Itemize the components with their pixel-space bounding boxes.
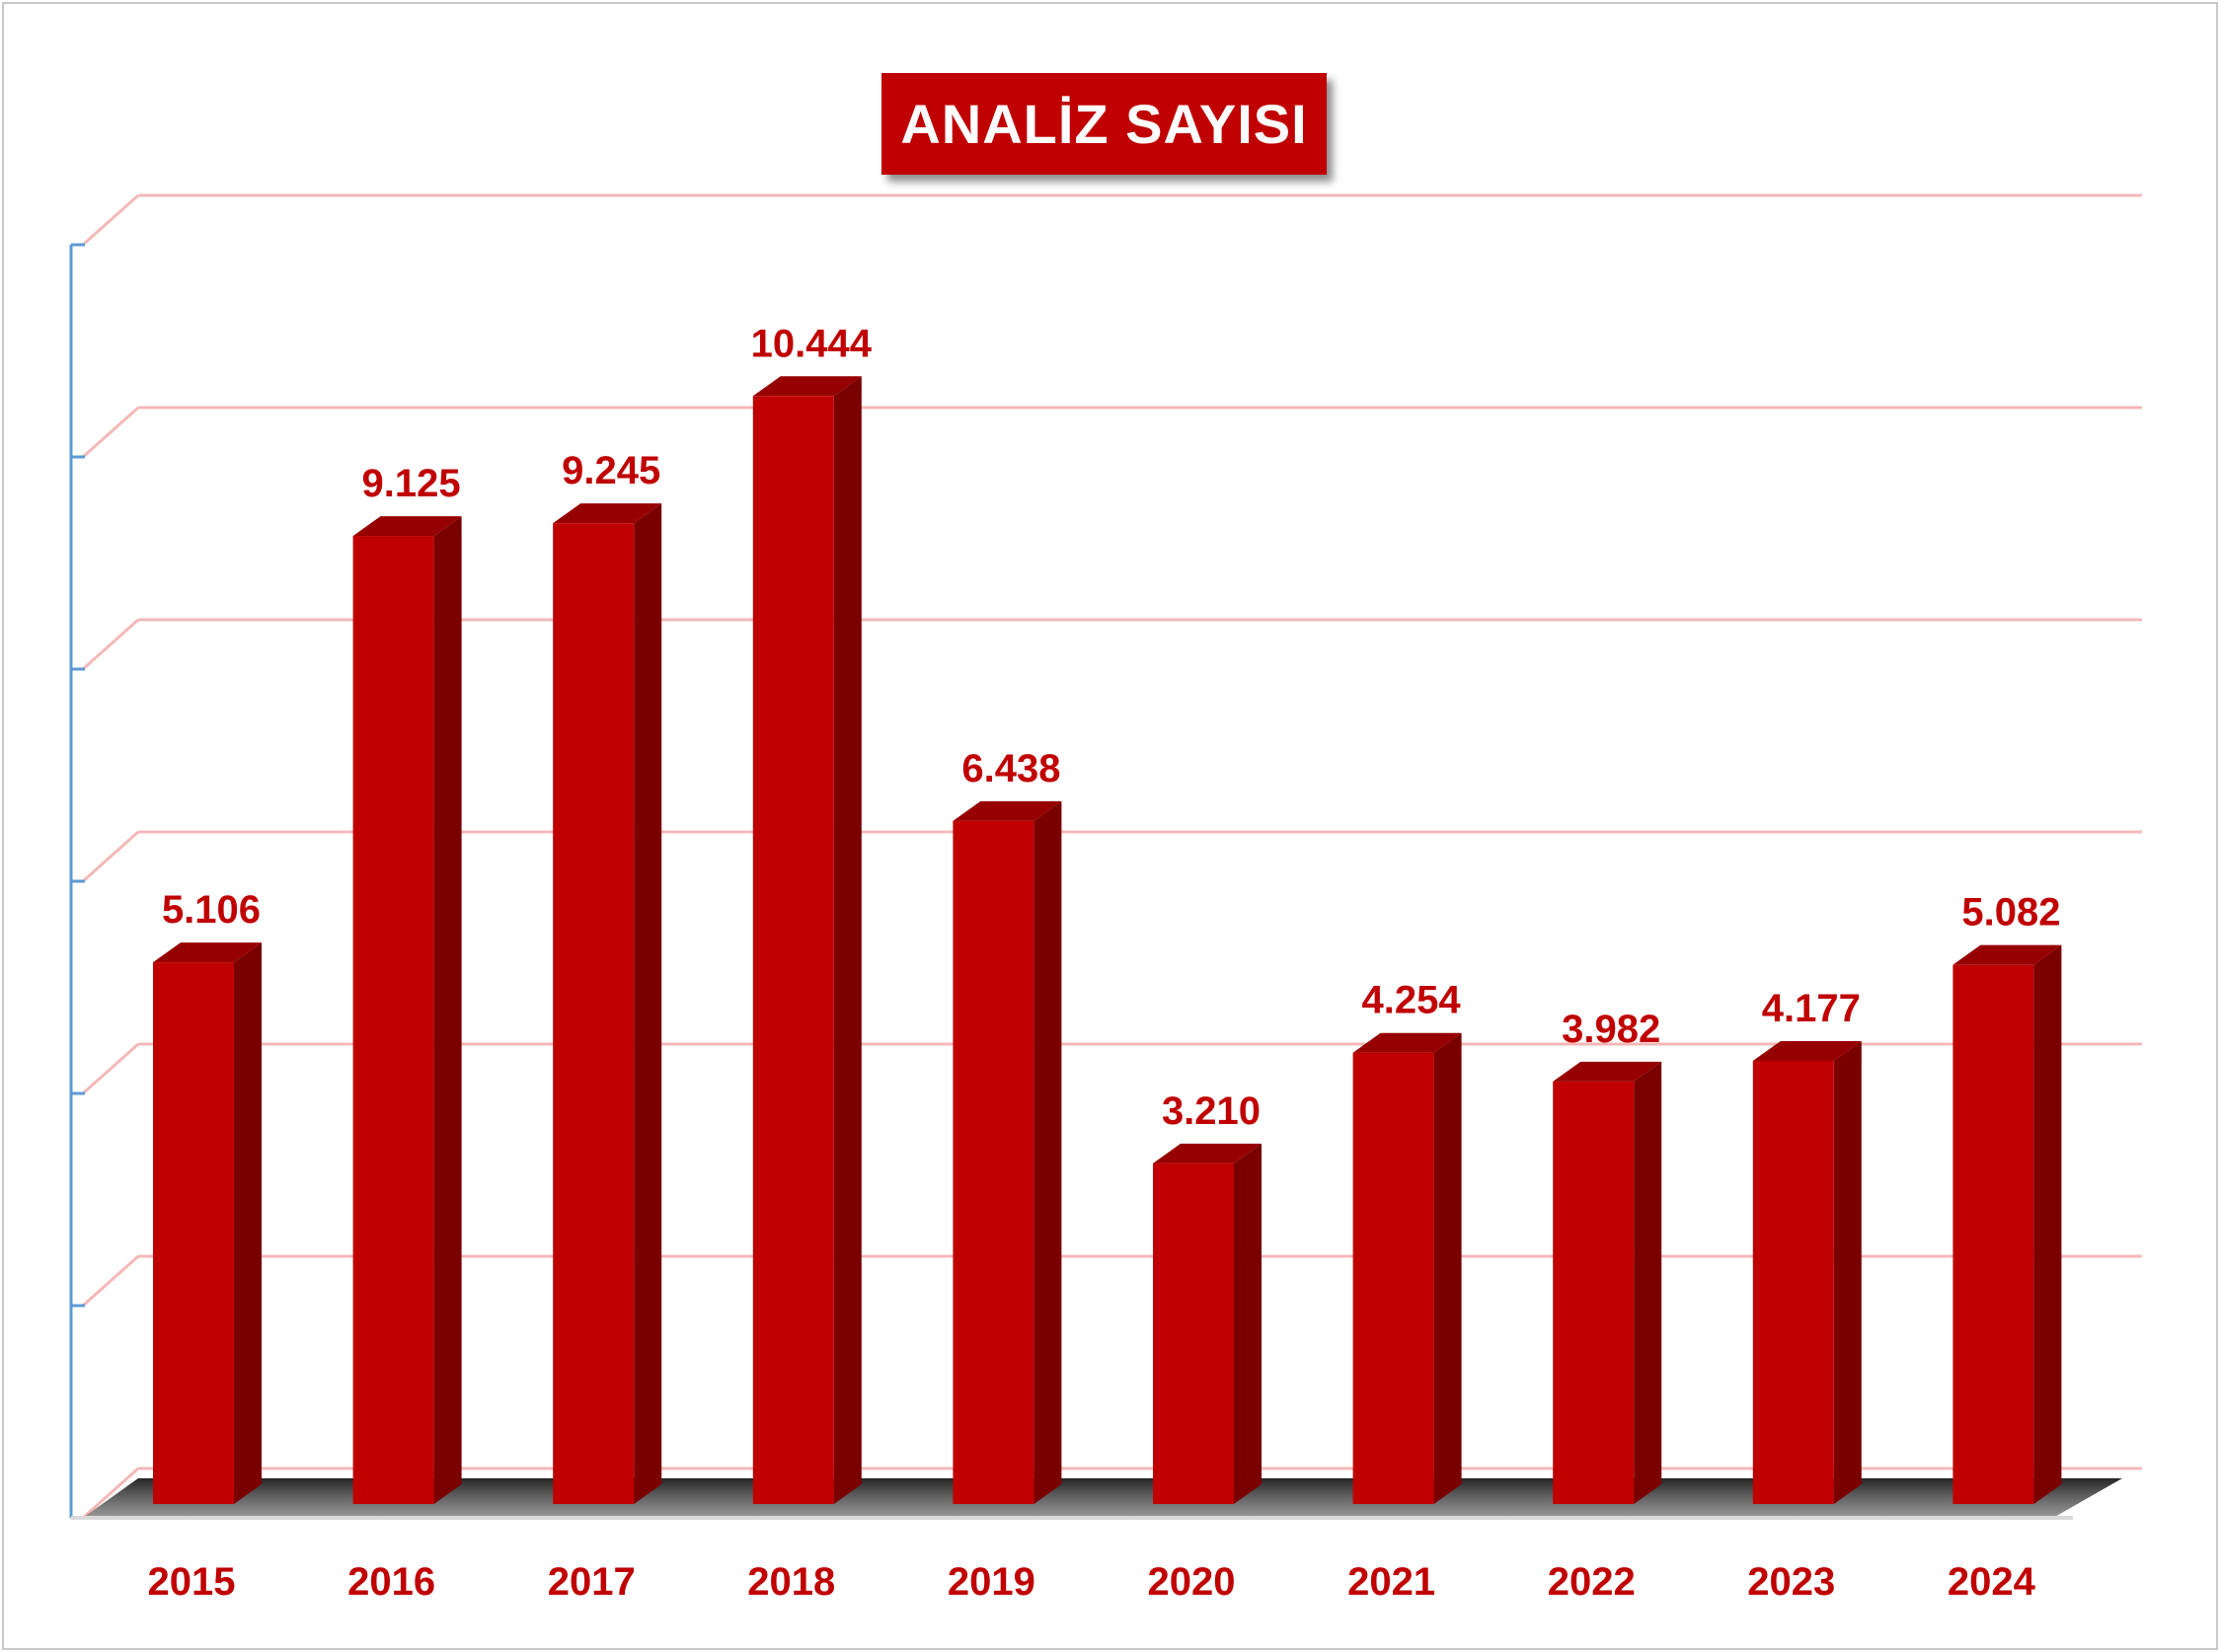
bar-2024 <box>1952 944 2062 1504</box>
bar-side <box>2033 944 2062 1504</box>
data-label: 5.082 <box>1961 891 2060 935</box>
data-label: 3.982 <box>1562 1008 1660 1051</box>
bar-2015 <box>153 942 262 1504</box>
bar-front <box>1952 964 2034 1504</box>
bar-side <box>433 516 462 1504</box>
x-tick-label: 2020 <box>1148 1560 1236 1604</box>
x-tick-label: 2021 <box>1347 1560 1435 1604</box>
x-tick-label: 2018 <box>747 1560 835 1604</box>
bar-2020 <box>1153 1143 1262 1504</box>
bars <box>153 376 2062 1505</box>
data-label: 4.254 <box>1362 979 1462 1022</box>
chart-title-box: ANALİZ SAYISI <box>881 73 1327 175</box>
bar-2016 <box>352 516 462 1504</box>
bar-top <box>1352 1032 1462 1053</box>
bar-front <box>752 396 834 1504</box>
bar-top <box>153 942 262 963</box>
bar-top <box>1153 1143 1262 1164</box>
bar-side <box>1634 1061 1662 1504</box>
bar-side <box>634 503 662 1505</box>
y-axis <box>69 243 2073 1520</box>
x-tick-label: 2022 <box>1548 1560 1636 1604</box>
data-label: 9.245 <box>562 449 660 492</box>
bar-top <box>953 800 1062 821</box>
bar-front <box>1752 1060 1834 1504</box>
bar-2022 <box>1553 1061 1662 1504</box>
x-tick-label: 2023 <box>1747 1560 1835 1604</box>
bar-front <box>953 820 1034 1504</box>
x-tick-label: 2016 <box>347 1560 435 1604</box>
bar-side <box>1234 1143 1262 1504</box>
bar-front <box>1553 1081 1635 1504</box>
data-label: 6.438 <box>961 747 1060 790</box>
bar-2021 <box>1352 1032 1462 1504</box>
bar-front <box>1352 1052 1434 1504</box>
data-label: 4.177 <box>1762 987 1861 1030</box>
data-label: 3.210 <box>1162 1089 1261 1133</box>
x-tick-label: 2017 <box>548 1560 636 1604</box>
bar-front <box>553 523 635 1504</box>
bar-front <box>1153 1163 1234 1504</box>
gridline-diagonal <box>82 406 139 459</box>
bar-2023 <box>1752 1040 1862 1504</box>
gridline-diagonal <box>82 193 139 247</box>
bar-side <box>234 942 262 1504</box>
chart-title: ANALİZ SAYISI <box>900 93 1308 155</box>
bar-top <box>553 503 662 524</box>
gridline-diagonal <box>82 618 139 671</box>
x-tick-label: 2015 <box>148 1560 236 1604</box>
x-tick-label: 2024 <box>1948 1560 2036 1604</box>
gridline-diagonal <box>82 1466 139 1520</box>
bar-front <box>153 962 234 1504</box>
bar-2019 <box>953 800 1062 1504</box>
bar-2018 <box>752 376 862 1504</box>
gridline-diagonal <box>82 1042 139 1095</box>
gridline-diagonal <box>82 830 139 883</box>
bar-top <box>1952 944 2062 965</box>
data-label: 9.125 <box>362 462 461 505</box>
bar-front <box>352 536 434 1504</box>
x-tick-label: 2019 <box>948 1560 1035 1604</box>
data-labels: 5.106 9.125 9.245 10.444 6.438 3.210 4.254 3.98… <box>162 322 2061 1133</box>
x-tick-labels: 2015 2016 2017 2018 2019 2020 2021 2022 2023 2024 <box>148 1560 2036 1604</box>
bar-side <box>1433 1032 1462 1504</box>
data-label: 5.106 <box>162 888 261 932</box>
gridline-diagonal <box>82 1254 139 1308</box>
bar-side <box>833 376 862 1504</box>
bar-top <box>1752 1040 1862 1061</box>
data-label: 10.444 <box>751 322 873 365</box>
bar-top <box>352 516 462 537</box>
bar-top <box>1553 1061 1662 1082</box>
bar-top <box>752 376 862 397</box>
bar-side <box>1033 800 1062 1504</box>
bar-2017 <box>553 503 662 1505</box>
bar-side <box>1833 1040 1862 1504</box>
